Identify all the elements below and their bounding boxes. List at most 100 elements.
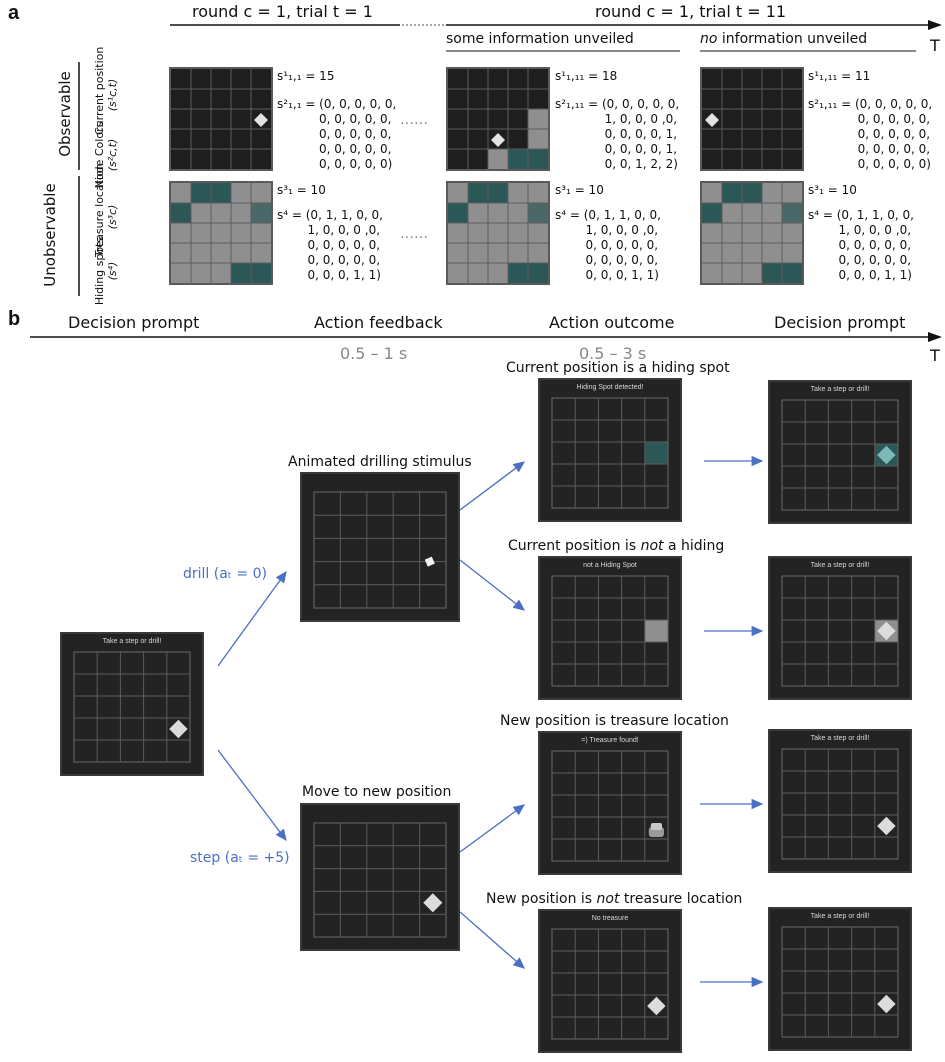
outcome-label-not-hiding-italic: not [640,538,664,554]
screen-treasure-found: =) Treasure found! [538,731,682,875]
group-observable: Observable [56,71,74,157]
feedback-label-drill: Animated drilling stimulus [288,454,472,470]
s4-trial1: s⁴ = (0, 1, 1, 0, 0, 1, 0, 0, 0 ,0, 0, 0… [277,208,383,282]
panel-b-letter: b [8,308,21,330]
s1-trial1: s¹₁,₁ = 15 [277,69,335,83]
panel-b-arrows [30,332,942,988]
screen-move [300,803,460,951]
agent-diamond [423,893,443,913]
grid-frame [313,491,447,609]
grid-frame [781,748,899,860]
panel-b-t-label: T [930,346,940,365]
agent-diamond [169,719,188,739]
grid-frame [551,397,669,509]
revealed-cell [644,442,668,464]
row-hiding-spots: Hiding spots (s⁴) [93,231,119,311]
screen-prompt-after-hiding: Take a step or drill! [768,380,912,524]
screen-title: Take a step or drill! [810,386,870,393]
grid-frame [313,822,447,938]
grid-obs-trial11-b [700,67,804,171]
outcome-label-not-treasure-italic: not [596,891,620,907]
outcome-label-hiding: Current position is a hiding spot [506,360,730,376]
drill-label: drill (aₜ = 0) [183,566,267,582]
agent-diamond [705,113,719,127]
panel-a-lines [78,20,942,296]
screen-prompt-after-no-treasure: Take a step or drill! [768,907,912,1051]
panel-a-letter: a [8,2,20,24]
agent-diamond [491,133,505,147]
stage-decision-prompt-2: Decision prompt [774,313,906,332]
timeline-left-label: round c = 1, trial t = 1 [192,2,373,21]
agent-diamond [877,445,896,465]
sub-label-no-info: no information unveiled [700,31,867,47]
ellipsis-unobservable: …… [400,226,428,242]
revealed-cell [644,620,668,642]
agent-diamond [254,113,268,127]
grid-frame [781,926,899,1038]
agent-diamond [647,996,666,1016]
stage-decision-prompt-1: Decision prompt [68,313,200,332]
screen-initial-prompt: Take a step or drill! [60,632,204,776]
row-hiding-spots-name: Hiding spots [93,236,106,306]
treasure-icon [251,203,271,223]
treasure-lid [650,823,662,830]
drill-stimulus [424,556,435,567]
grid-unobs-trial1 [169,181,273,285]
no-info-rest: information unveiled [717,31,868,47]
screen-title: not a Hiding Spot [583,562,637,569]
duration-feedback: 0.5 – 1 s [340,344,408,363]
grid-obs-trial11-a [446,67,550,171]
row-hiding-spots-symbol: (s⁴) [106,261,119,281]
screen-title: No treasure [591,915,629,922]
sub-label-some-info: some information unveiled [446,31,634,47]
grid-frame [551,575,669,687]
screen-drill-animation [300,472,460,622]
screen-title: Hiding Spot detected! [576,384,644,391]
outcome-label-not-treasure-pre: New position is [486,891,597,907]
outcome-label-treasure-pre: New position is treasure location [500,713,729,729]
s1-trial11-a: s¹₁,₁₁ = 18 [555,69,618,83]
s1-trial11-b: s¹₁,₁₁ = 11 [808,69,871,83]
grid-unobs-trial11-b [700,181,804,285]
screen-title: =) Treasure found! [581,737,639,744]
screen-no-treasure: No treasure [538,909,682,1053]
outcome-label-not-hiding: Current position is not a hiding [508,538,724,554]
s4-trial11-a: s⁴ = (0, 1, 1, 0, 0, 1, 0, 0, 0 ,0, 0, 0… [555,208,661,282]
screen-prompt-after-treasure: Take a step or drill! [768,729,912,873]
feedback-label-move: Move to new position [302,784,452,800]
screen-title: Take a step or drill! [810,735,870,742]
ellipsis-observable: …… [400,112,428,128]
s3-trial1: s³₁ = 10 [277,183,326,197]
screen-title: Take a step or drill! [102,638,162,645]
screen-prompt-after-not-hiding: Take a step or drill! [768,556,912,700]
stage-action-outcome: Action outcome [549,313,675,332]
s4-trial11-b: s⁴ = (0, 1, 1, 0, 0, 1, 0, 0, 0 ,0, 0, 0… [808,208,914,282]
group-unobservable: Unobservable [41,183,59,287]
outcome-label-not-treasure-post: treasure location [619,891,743,907]
s3-trial11-a: s³₁ = 10 [555,183,604,197]
outcome-label-not-treasure: New position is not treasure location [486,891,742,907]
outcome-label-hiding-pre: Current position is a hiding spot [506,360,730,376]
grid-unobs-trial11-a [446,181,550,285]
stage-action-feedback: Action feedback [314,313,443,332]
s2-trial1: s²₁,₁ = (0, 0, 0, 0, 0, 0, 0, 0, 0, 0, 0… [277,97,397,171]
screen-title: Take a step or drill! [810,913,870,920]
screen-not-hiding: not a Hiding Spot [538,556,682,700]
outcome-label-not-hiding-pre: Current position is [508,538,641,554]
timeline-t-label: T [930,36,940,55]
agent-diamond [877,816,896,836]
no-italic: no [700,31,718,47]
grid-frame [73,651,191,763]
screen-hiding-detected: Hiding Spot detected! [538,378,682,522]
grid-frame [551,750,669,862]
screen-title: Take a step or drill! [810,562,870,569]
agent-diamond [877,621,896,641]
step-label: step (aₜ = +5) [190,850,290,866]
outcome-label-treasure: New position is treasure location [500,713,729,729]
treasure-icon [528,203,548,223]
s2-trial11-b: s²₁,₁₁ = (0, 0, 0, 0, 0, 0, 0, 0, 0, 0, … [808,97,933,171]
s2-trial11-a: s²₁,₁₁ = (0, 0, 0, 0, 0, 1, 0, 0, 0 ,0, … [555,97,680,171]
grid-frame [551,928,669,1040]
timeline-right-label: round c = 1, trial t = 11 [595,2,787,21]
s3-trial11-b: s³₁ = 10 [808,183,857,197]
